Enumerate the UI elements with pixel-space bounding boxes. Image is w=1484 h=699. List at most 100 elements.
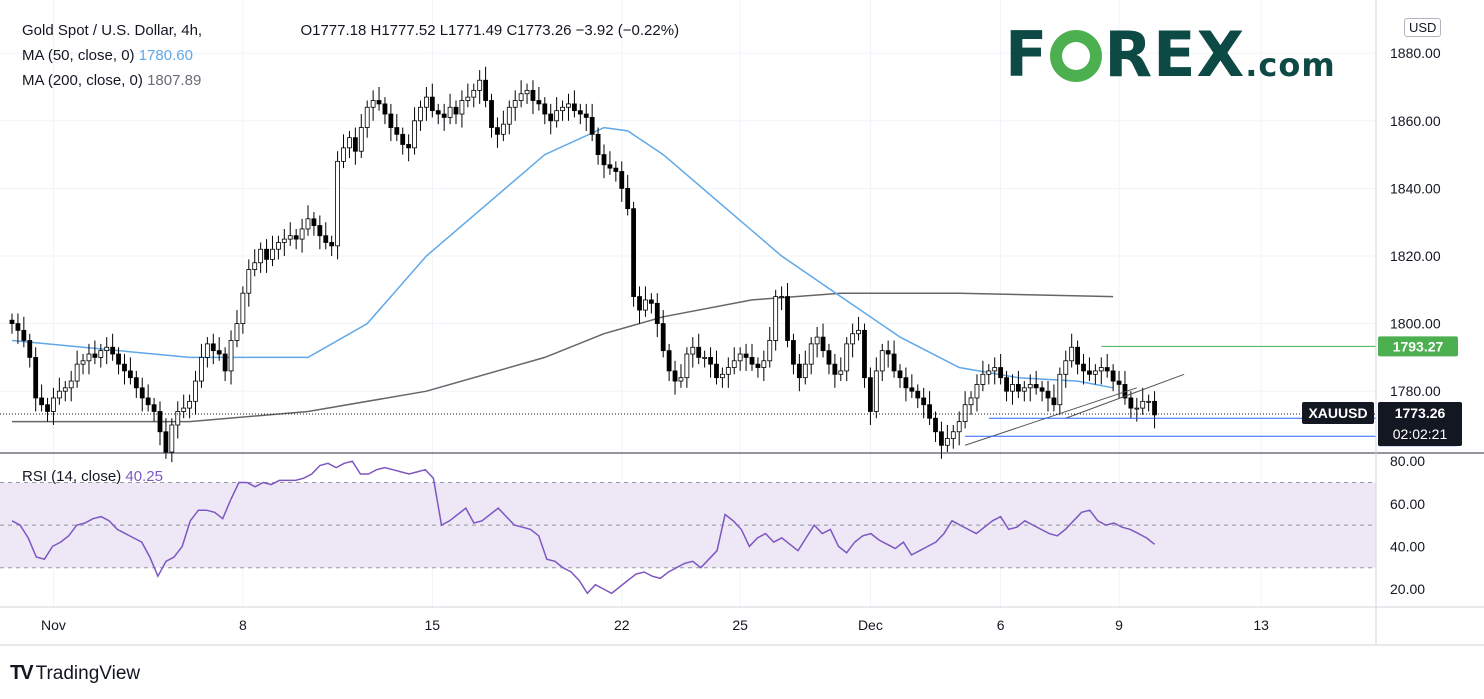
candle-body — [554, 110, 560, 122]
candle-body — [1092, 370, 1098, 375]
candle — [643, 286, 648, 317]
candle-body — [441, 113, 447, 118]
level-badge — [1378, 336, 1458, 357]
candle — [708, 347, 713, 378]
trendline-lower — [964, 387, 1137, 446]
candle — [495, 117, 500, 148]
candle-body — [637, 296, 642, 311]
time-tick-label: Nov — [41, 617, 66, 633]
candle — [755, 357, 761, 378]
candle-body — [341, 147, 346, 162]
candle-body — [459, 100, 465, 115]
candle — [429, 83, 435, 118]
candle-body — [33, 356, 39, 399]
candle-body — [281, 238, 287, 243]
candle-body — [909, 387, 915, 392]
candle-body — [826, 350, 832, 365]
candle-body — [1016, 384, 1021, 392]
candle — [270, 235, 275, 267]
candle-body — [347, 137, 352, 149]
candle — [725, 357, 731, 388]
candle-body — [796, 363, 802, 379]
candle-body — [743, 353, 749, 358]
candle-body — [933, 417, 938, 433]
candle — [785, 283, 790, 348]
candle — [358, 114, 364, 158]
candle — [595, 127, 601, 165]
candle-body — [418, 106, 423, 122]
candle — [1069, 333, 1075, 368]
candle — [909, 374, 915, 398]
candle — [743, 343, 749, 371]
candle-body — [601, 154, 607, 166]
time-tick-label: 13 — [1253, 617, 1269, 633]
candle — [33, 347, 39, 412]
candle — [1051, 384, 1057, 412]
candle-body — [1010, 384, 1015, 392]
candle — [465, 83, 471, 108]
candle — [459, 90, 465, 128]
candle-body — [335, 160, 341, 247]
candle-body — [506, 106, 512, 125]
candle — [234, 310, 240, 348]
candlesticks — [9, 66, 1157, 463]
candle-body — [45, 404, 50, 412]
candle-body — [447, 106, 453, 118]
candle-body — [465, 96, 471, 101]
candle-body — [1051, 397, 1057, 406]
candle — [500, 110, 506, 142]
rsi-tick-label: 60.00 — [1390, 496, 1425, 512]
candle-body — [181, 407, 187, 412]
candle — [86, 343, 92, 375]
legend-ma50: MA (50, close, 0) 1780.60 — [22, 47, 193, 64]
time-tick-label: 22 — [614, 617, 630, 633]
candle-body — [246, 269, 252, 294]
candle-body — [483, 79, 489, 101]
candle-body — [305, 218, 311, 230]
time-tick-label: 8 — [239, 617, 247, 633]
candle — [542, 97, 548, 125]
candle — [376, 87, 382, 111]
candle-body — [589, 117, 595, 135]
ohlc-values: O1777.18 H1777.52 L1771.49 C1773.26 −3.9… — [300, 22, 680, 39]
ma200-label: MA (200, close, 0) — [22, 72, 143, 89]
currency-button[interactable]: USD — [1404, 18, 1442, 37]
candle — [311, 212, 317, 236]
candle — [1122, 370, 1128, 405]
candle — [335, 151, 341, 260]
candle-body — [1075, 346, 1080, 365]
candle — [388, 103, 394, 142]
candle — [1110, 364, 1116, 392]
candle — [204, 337, 210, 368]
candle — [696, 333, 702, 365]
candle — [441, 103, 447, 131]
candle — [613, 161, 619, 182]
candle — [293, 228, 299, 250]
candle-body — [702, 356, 708, 359]
candle — [761, 350, 767, 382]
candle-body — [370, 100, 376, 108]
candle — [1027, 374, 1033, 402]
candle-body — [352, 137, 358, 152]
candle — [1152, 391, 1157, 429]
candle-body — [500, 123, 506, 135]
candle-body — [471, 89, 477, 98]
candle — [210, 333, 216, 365]
candle — [139, 377, 145, 412]
price-levels: 1793.271771.981766.66XAUUSD1773.2602:02:… — [0, 336, 1462, 447]
candle-body — [944, 438, 950, 446]
candle — [258, 242, 264, 273]
candle — [933, 411, 938, 442]
candle — [287, 222, 293, 246]
candle-body — [631, 208, 636, 297]
candle-body — [643, 299, 648, 311]
candle-body — [92, 353, 98, 358]
candle — [352, 127, 358, 165]
forex-logo: F REX.com — [1005, 18, 1336, 91]
candle-body — [364, 106, 370, 128]
candle-body — [299, 228, 305, 240]
candle — [222, 347, 228, 382]
candle-body — [98, 350, 104, 358]
candle — [844, 337, 850, 382]
